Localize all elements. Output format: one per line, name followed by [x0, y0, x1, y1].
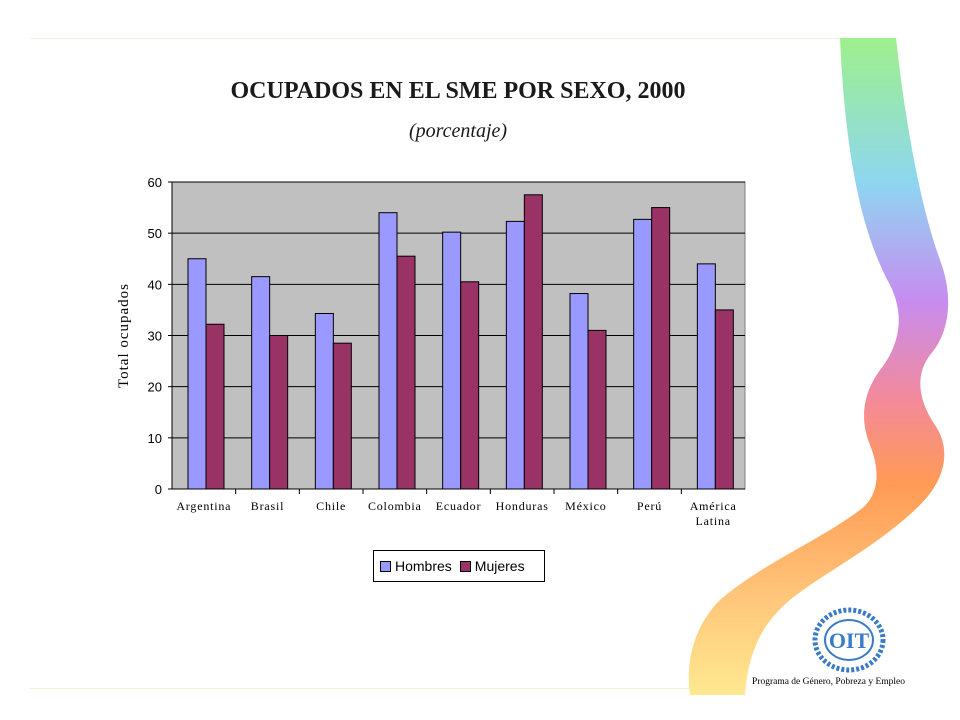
bar-hombres-3	[378, 212, 398, 490]
x-tick-label: Colombia	[368, 499, 422, 513]
top-divider	[30, 38, 840, 39]
chart-subtitle: (porcentaje)	[408, 120, 508, 142]
bar-hombres-5	[505, 220, 525, 490]
bar-hombres-2	[314, 312, 334, 490]
x-tick-label: México	[565, 499, 606, 513]
legend-swatch-hombres	[380, 560, 391, 572]
bar-mujeres-2	[332, 342, 352, 490]
y-tick-label: 20	[148, 380, 162, 395]
bar-mujeres-0	[205, 323, 225, 490]
x-tick-label: América	[690, 499, 737, 513]
y-tick-label: 50	[148, 226, 162, 241]
oit-logo: OIT	[812, 607, 886, 673]
bottom-divider	[30, 688, 690, 689]
bar-hombres-8	[696, 263, 716, 490]
y-tick-label: 10	[148, 431, 162, 446]
bar-mujeres-6	[587, 329, 607, 490]
chart-legend: Hombres Mujeres	[373, 550, 545, 582]
legend-label-mujeres: Mujeres	[474, 558, 525, 574]
bar-hombres-1	[251, 276, 271, 490]
legend-label-hombres: Hombres	[395, 558, 452, 574]
legend-swatch-mujeres	[459, 560, 471, 572]
bar-hombres-7	[633, 218, 653, 490]
y-tick-label: 40	[148, 277, 162, 292]
y-tick-label: 0	[155, 482, 162, 497]
legend-item-hombres: Hombres	[380, 558, 452, 574]
bar-hombres-0	[187, 258, 207, 490]
y-tick-label: 60	[148, 175, 162, 190]
x-tick-label: Argentina	[176, 499, 231, 513]
logo-text: OIT	[829, 628, 870, 653]
y-axis-label: Total ocupados	[116, 283, 132, 388]
bar-hombres-4	[442, 231, 462, 490]
x-tick-label: Brasil	[251, 499, 284, 513]
chart-title: OCUPADOS EN EL SME POR SEXO, 2000	[230, 78, 686, 104]
x-tick-label: Chile	[316, 499, 346, 513]
bar-mujeres-1	[269, 335, 289, 490]
x-tick-label: Honduras	[496, 499, 549, 513]
legend-item-mujeres: Mujeres	[459, 558, 525, 574]
x-tick-label: Ecuador	[436, 499, 482, 513]
bar-hombres-6	[569, 293, 589, 490]
y-tick-label: 30	[148, 329, 162, 344]
bar-mujeres-4	[460, 281, 480, 490]
bar-mujeres-5	[523, 194, 543, 490]
bar-mujeres-7	[651, 207, 671, 490]
bar-mujeres-3	[396, 255, 416, 490]
footer-text: Programa de Género, Pobreza y Empleo	[752, 677, 906, 687]
x-tick-label: Latina	[695, 514, 730, 528]
bar-mujeres-8	[714, 309, 734, 490]
x-tick-label: Perú	[637, 499, 662, 513]
